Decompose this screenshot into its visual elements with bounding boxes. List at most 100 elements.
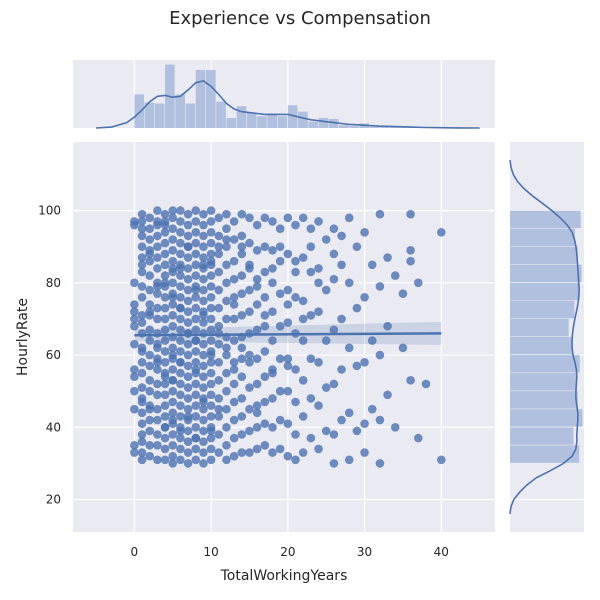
data-point	[298, 314, 308, 324]
data-point	[229, 433, 239, 443]
data-point	[329, 224, 339, 233]
x-histogram-bar	[205, 69, 216, 128]
data-point	[145, 249, 155, 259]
data-point	[145, 307, 155, 317]
data-point	[168, 376, 178, 385]
y-histogram-bar	[510, 210, 581, 229]
data-point	[222, 368, 231, 378]
data-point	[260, 419, 270, 428]
data-point	[153, 365, 162, 374]
data-point	[260, 292, 270, 302]
data-point	[168, 386, 178, 396]
data-point	[176, 227, 185, 237]
data-point	[306, 354, 316, 363]
data-point	[329, 325, 339, 335]
data-point	[137, 242, 147, 252]
data-point	[237, 448, 247, 457]
data-point	[160, 303, 170, 313]
data-point	[321, 426, 331, 436]
data-point	[344, 278, 354, 288]
data-point	[222, 242, 231, 252]
data-point	[137, 368, 147, 378]
data-point	[145, 386, 155, 396]
data-point	[191, 238, 201, 248]
data-point	[214, 357, 224, 367]
data-point	[229, 274, 239, 284]
data-point	[199, 220, 208, 230]
data-point	[137, 419, 147, 428]
x-histogram-bar	[308, 121, 318, 128]
data-point	[176, 357, 185, 367]
y-histogram-bar	[510, 391, 578, 409]
data-point	[176, 390, 185, 400]
data-point	[398, 289, 408, 298]
data-point	[268, 307, 277, 317]
data-point	[367, 336, 377, 345]
data-point	[183, 307, 193, 317]
data-point	[329, 459, 339, 468]
data-point	[314, 401, 323, 410]
data-point	[406, 376, 415, 385]
data-point	[291, 397, 300, 407]
data-point	[306, 394, 316, 403]
data-point	[252, 220, 262, 230]
data-point	[199, 350, 208, 360]
data-point	[344, 213, 354, 223]
y-kde-curve	[509, 159, 581, 515]
data-point	[191, 390, 201, 400]
data-point	[229, 357, 239, 367]
data-point	[390, 422, 400, 432]
data-point	[206, 325, 216, 335]
data-point	[168, 343, 178, 353]
data-point	[160, 433, 170, 443]
x-histogram-bar	[226, 118, 237, 128]
data-point	[199, 372, 208, 382]
data-point	[153, 314, 162, 324]
data-point	[160, 325, 170, 335]
data-point	[268, 217, 277, 226]
data-point	[183, 459, 193, 468]
data-point	[260, 441, 270, 450]
data-point	[237, 354, 247, 363]
data-point	[229, 314, 239, 324]
x-histogram-bar	[390, 127, 400, 128]
data-point	[160, 455, 170, 465]
data-point	[383, 321, 392, 331]
data-point	[130, 220, 139, 230]
data-point	[160, 422, 170, 432]
data-point	[268, 278, 277, 288]
data-point	[222, 404, 231, 414]
x-histogram-bar	[195, 69, 206, 128]
data-point	[183, 372, 193, 382]
data-point	[153, 289, 162, 298]
data-point	[314, 217, 323, 226]
data-point	[145, 426, 155, 436]
data-point	[222, 455, 231, 465]
y-histogram-bar	[510, 373, 576, 391]
data-point	[283, 361, 293, 371]
data-point	[436, 455, 446, 465]
data-point	[375, 459, 385, 468]
data-point	[314, 307, 323, 317]
data-point	[344, 408, 354, 418]
data-point	[229, 300, 239, 309]
data-point	[176, 264, 185, 273]
data-point	[160, 314, 170, 324]
data-point	[321, 285, 331, 295]
data-point	[291, 430, 300, 439]
data-point	[214, 376, 224, 385]
chart-title: Experience vs Compensation	[169, 8, 431, 29]
data-point	[214, 231, 224, 241]
x-histogram-bar	[287, 105, 298, 128]
x-histogram-bar	[369, 127, 380, 128]
data-point	[176, 368, 185, 378]
y-tick-label: 100	[38, 204, 61, 218]
data-point	[298, 376, 308, 385]
data-point	[329, 430, 339, 439]
y-marginal-histogram-panel	[509, 142, 584, 532]
data-point	[160, 271, 170, 280]
data-point	[199, 296, 208, 306]
data-point	[168, 235, 178, 244]
x-tick-label: 10	[203, 545, 218, 559]
